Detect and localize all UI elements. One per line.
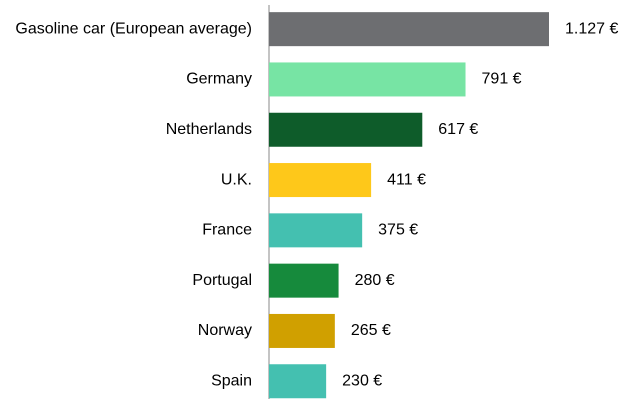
bar: [269, 112, 423, 147]
value-label: 375 €: [378, 222, 418, 239]
category-label: Germany: [186, 71, 252, 88]
bar: [269, 313, 335, 348]
value-label: 411 €: [387, 171, 426, 188]
value-label: 617 €: [438, 121, 478, 138]
value-label: 1.127 €: [565, 20, 618, 37]
bar: [269, 163, 372, 198]
category-label: Norway: [198, 322, 252, 339]
bar: [269, 62, 466, 97]
value-label: 280 €: [355, 272, 395, 289]
category-label: Portugal: [192, 272, 252, 289]
category-label: Netherlands: [166, 121, 252, 138]
bar: [269, 263, 339, 298]
value-label: 791 €: [482, 71, 522, 88]
bar: [269, 213, 363, 248]
category-label: U.K.: [221, 171, 252, 188]
category-label: Gasoline car (European average): [15, 20, 252, 37]
bar: [269, 364, 327, 399]
category-label: France: [202, 222, 252, 239]
category-label: Spain: [211, 372, 252, 389]
bar: [269, 12, 549, 47]
value-label: 230 €: [342, 372, 382, 389]
value-label: 265 €: [351, 322, 391, 339]
